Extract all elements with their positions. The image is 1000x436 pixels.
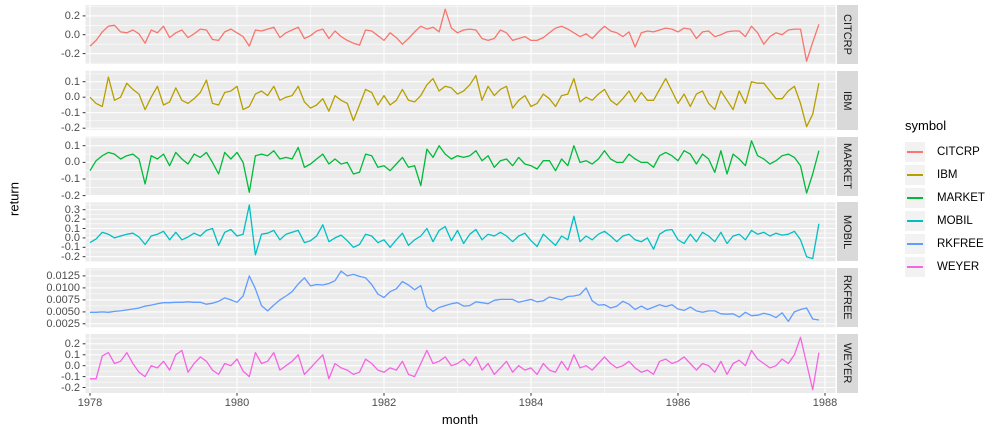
- legend-entry-label: WEYER: [937, 260, 980, 273]
- legend-key-icon: [905, 164, 925, 185]
- y-tick-label: 0.2: [64, 9, 80, 22]
- legend-entry-label: MARKET: [937, 191, 985, 204]
- legend-key-line: [907, 173, 923, 176]
- y-tick-label: 0.0: [64, 231, 80, 244]
- y-tick-label: 0.1: [64, 222, 80, 235]
- y-tick-label: 0.0: [64, 359, 80, 372]
- y-tick-label: -0.2: [61, 189, 80, 202]
- panel-background: [85, 70, 836, 130]
- panel-background: [85, 136, 836, 196]
- y-tick-label: 0.3: [64, 203, 80, 216]
- legend-entry-mobil: MOBIL: [905, 209, 985, 232]
- x-tick-label: 1988: [812, 397, 838, 409]
- y-tick-label: -0.2: [61, 122, 80, 135]
- facet-strip-mobil: MOBIL: [836, 202, 858, 262]
- series-line-rkfree: [90, 270, 820, 323]
- y-tick-label: -0.2: [61, 381, 80, 394]
- y-tick-label: 0.0: [64, 28, 80, 41]
- facet-strip-label: RKFREE: [841, 275, 853, 320]
- legend-key-line: [907, 242, 923, 245]
- legend-entry-market: MARKET: [905, 186, 985, 209]
- legend-key-icon: [905, 256, 925, 277]
- y-tick-label: 0.1: [64, 75, 80, 88]
- legend-entry-weyer: WEYER: [905, 255, 985, 278]
- y-tick-label: 0.0075: [46, 293, 80, 306]
- y-tick-label: 0.0125: [46, 269, 80, 282]
- y-tick-label: 0.1: [64, 348, 80, 361]
- series-line-market: [89, 140, 820, 194]
- facet-strip-label: WEYER: [841, 343, 853, 384]
- legend-key-line: [907, 219, 923, 222]
- facet-strip-rkfree: RKFREE: [836, 268, 858, 328]
- legend-key-icon: [905, 233, 925, 254]
- facet-strip-weyer: WEYER: [836, 334, 858, 393]
- series-line-weyer: [90, 336, 820, 391]
- y-axis-title: return: [6, 182, 22, 216]
- legend-key-line: [907, 196, 923, 199]
- legend-entry-citcrp: CITCRP: [905, 140, 985, 163]
- facet-strip-citcrp: CITCRP: [836, 5, 858, 64]
- x-tick-label: 1980: [224, 397, 250, 409]
- series-line-citcrp: [89, 8, 820, 62]
- x-tick-label: 1984: [518, 397, 544, 409]
- legend-key-icon: [905, 210, 925, 231]
- panel-background: [85, 334, 836, 393]
- y-tick-label: 0.0050: [46, 305, 80, 318]
- legend-title: symbol: [905, 118, 947, 133]
- y-tick-label: 0.0: [64, 91, 80, 104]
- legend-entry-label: CITCRP: [937, 145, 980, 158]
- facet-strip-label: IBM: [841, 90, 853, 111]
- legend-entry-ibm: IBM: [905, 163, 985, 186]
- y-tick-label: 0.2: [64, 213, 80, 226]
- legend-entries: CITCRP IBM MARKET MOBIL RKFREE WEYER: [905, 140, 985, 278]
- y-tick-label: 0.2: [64, 337, 80, 350]
- legend-key-icon: [905, 141, 925, 162]
- y-tick-label: -0.2: [61, 250, 80, 263]
- x-tick-label: 1986: [665, 397, 691, 409]
- x-axis-title: month: [441, 412, 479, 427]
- legend: symbol CITCRP IBM MARKET MOBIL RKFREE WEYER: [905, 118, 985, 278]
- legend-entry-label: RKFREE: [937, 237, 984, 250]
- legend-entry-label: MOBIL: [937, 214, 973, 227]
- facet-strip-ibm: IBM: [836, 70, 858, 130]
- facet-strip-label: CITCRP: [841, 14, 853, 55]
- y-tick-label: 0.0100: [46, 281, 80, 294]
- y-tick-label: -0.2: [61, 47, 80, 60]
- facet-strip-market: MARKET: [836, 136, 858, 196]
- y-tick-label: 0.0: [64, 156, 80, 169]
- legend-entry-label: IBM: [937, 168, 958, 181]
- y-tick-label: -0.1: [61, 370, 80, 383]
- x-tick-label: 1982: [371, 397, 397, 409]
- y-tick-label: -0.1: [61, 106, 80, 119]
- panel-background: [85, 202, 836, 262]
- legend-key-line: [907, 150, 923, 153]
- legend-key-icon: [905, 187, 925, 208]
- series-line-mobil: [89, 204, 820, 260]
- panel-background: [85, 268, 836, 328]
- facet-strip-label: MOBIL: [841, 214, 853, 249]
- x-tick-label: 1978: [77, 397, 103, 409]
- y-tick-label: -0.1: [61, 241, 80, 254]
- facet-strip-label: MARKET: [841, 143, 853, 190]
- y-tick-label: 0.0025: [46, 317, 80, 330]
- y-tick-label: 0.1: [64, 139, 80, 152]
- legend-entry-rkfree: RKFREE: [905, 232, 985, 255]
- y-tick-label: -0.1: [61, 173, 80, 185]
- series-line-ibm: [89, 74, 820, 128]
- legend-key-line: [907, 265, 923, 268]
